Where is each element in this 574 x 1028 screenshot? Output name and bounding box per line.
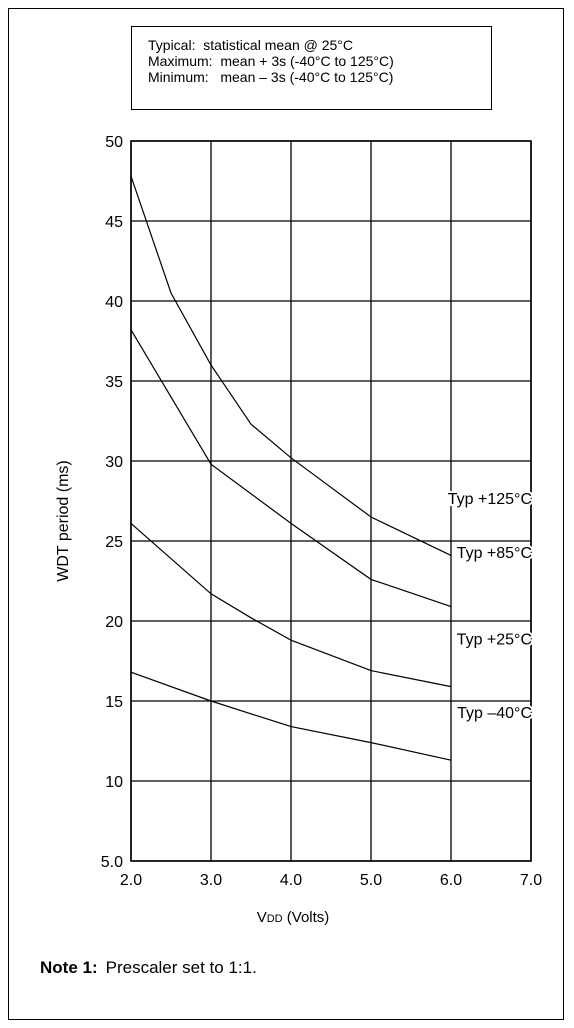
y-tick-label: 35	[105, 374, 123, 391]
series-label: Typ –40°C	[457, 705, 532, 722]
x-axis-label-dd: DD	[267, 913, 283, 925]
y-tick-label: 10	[105, 774, 123, 791]
x-tick-label: 5.0	[360, 872, 382, 889]
y-tick-label: 25	[105, 534, 123, 551]
series-line	[130, 329, 452, 608]
y-tick-label: 45	[105, 214, 123, 231]
x-tick-label: 3.0	[200, 872, 222, 889]
x-axis-label-units: (Volts)	[283, 909, 330, 926]
series-label: Typ +25°C	[457, 632, 532, 649]
legend-line-maximum: Maximum: mean + 3s (-40°C to 125°C)	[148, 53, 394, 69]
y-tick-label: 5.0	[101, 854, 123, 871]
x-tick-label: 7.0	[520, 872, 542, 889]
series-line	[130, 176, 452, 556]
legend-line-typical: Typical: statistical mean @ 25°C	[148, 37, 353, 53]
plot-border	[130, 140, 532, 862]
x-tick-label: 6.0	[440, 872, 462, 889]
x-tick-label: 4.0	[280, 872, 302, 889]
series-line	[130, 671, 452, 761]
y-tick-label: 40	[105, 294, 123, 311]
x-axis-label: VDD (Volts)	[257, 909, 330, 926]
legend-box: Typical: statistical mean @ 25°C Maximum…	[131, 26, 492, 110]
y-tick-label: 15	[105, 694, 123, 711]
series-line	[130, 522, 452, 688]
series-label: Typ +125°C	[448, 491, 532, 508]
y-tick-label: 20	[105, 614, 123, 631]
legend-line-minimum: Minimum: mean – 3s (-40°C to 125°C)	[148, 69, 394, 85]
series-label: Typ +85°C	[457, 545, 532, 562]
y-tick-label: 30	[105, 454, 123, 471]
note-label: Note 1:	[40, 958, 98, 977]
x-axis-label-v: V	[257, 909, 267, 926]
figure-frame	[8, 8, 564, 1020]
x-tick-label: 2.0	[120, 872, 142, 889]
note-text: Prescaler set to 1:1.	[105, 958, 257, 977]
y-axis-label: WDT period (ms)	[55, 460, 72, 582]
y-tick-label: 50	[105, 134, 123, 151]
note: Note 1: Prescaler set to 1:1.	[40, 958, 257, 978]
